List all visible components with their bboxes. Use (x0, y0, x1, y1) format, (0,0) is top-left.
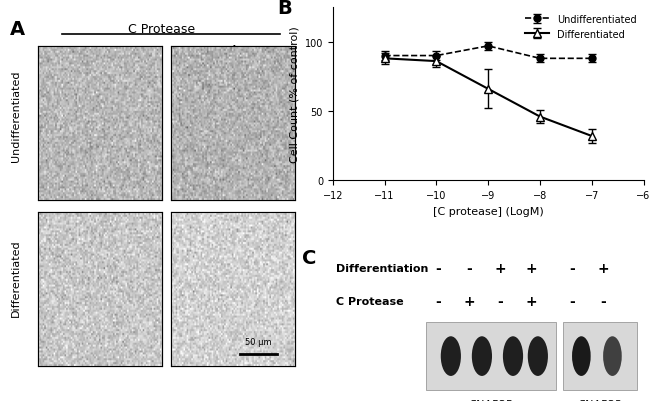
FancyBboxPatch shape (563, 322, 637, 390)
Text: 50 μm: 50 μm (245, 337, 272, 346)
Text: -: - (436, 294, 441, 308)
FancyBboxPatch shape (426, 322, 556, 390)
Text: C Protease: C Protease (128, 23, 196, 36)
FancyBboxPatch shape (38, 47, 162, 200)
Text: -: - (467, 261, 473, 275)
Text: Differentiation: Differentiation (336, 263, 428, 273)
Text: -: - (498, 294, 504, 308)
Text: Differentiated: Differentiated (11, 239, 21, 316)
Text: +: + (526, 261, 538, 275)
Text: Undifferentiated: Undifferentiated (11, 70, 21, 162)
Text: SNAP25: SNAP25 (469, 399, 514, 401)
Legend: Undifferentiated, Differentiated: Undifferentiated, Differentiated (523, 13, 639, 42)
FancyBboxPatch shape (171, 47, 296, 200)
Text: +: + (463, 294, 475, 308)
Text: +: + (227, 43, 240, 58)
Text: +: + (526, 294, 538, 308)
Ellipse shape (472, 336, 492, 376)
Text: A: A (10, 20, 25, 38)
Text: B: B (277, 0, 292, 18)
Text: +: + (597, 261, 609, 275)
Ellipse shape (603, 336, 622, 376)
Ellipse shape (441, 336, 461, 376)
FancyBboxPatch shape (171, 212, 296, 366)
Text: -: - (569, 294, 575, 308)
X-axis label: [C protease] (LogM): [C protease] (LogM) (433, 206, 543, 216)
Text: +: + (495, 261, 506, 275)
Text: C Protease: C Protease (336, 296, 404, 306)
Ellipse shape (528, 336, 548, 376)
Text: SNAP23: SNAP23 (578, 399, 622, 401)
Text: C: C (302, 249, 316, 268)
Text: -: - (569, 261, 575, 275)
Ellipse shape (503, 336, 523, 376)
Text: -: - (90, 43, 97, 58)
Text: -: - (436, 261, 441, 275)
Ellipse shape (572, 336, 591, 376)
FancyBboxPatch shape (38, 212, 162, 366)
Text: -: - (600, 294, 606, 308)
Y-axis label: Cell Count (% of control): Cell Count (% of control) (289, 26, 299, 163)
